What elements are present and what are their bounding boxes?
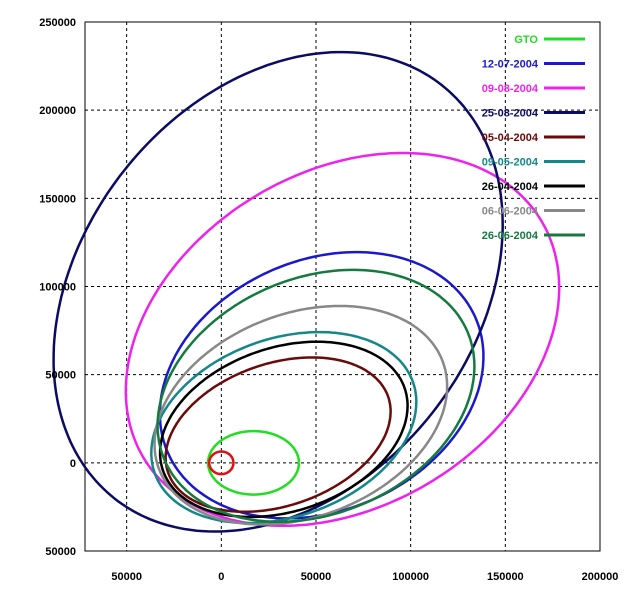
x-tick-label: 50000 — [301, 571, 332, 583]
legend-label: 26-06-2004 — [482, 230, 539, 242]
orbit-25-08-2004 — [52, 50, 504, 533]
tick-labels: 50000 0 50000 100000 150000 200000 50000 0 50000… — [39, 17, 618, 583]
x-tick-label: 100000 — [392, 571, 429, 583]
y-tick-label: 0 — [70, 458, 76, 470]
legend-label: 09-08-2004 — [482, 83, 539, 95]
legend-label: 26-04-2004 — [482, 181, 539, 193]
y-tick-label: 50000 — [45, 370, 76, 382]
y-tick-label: 200000 — [39, 105, 76, 117]
orbit-06-06-2004 — [153, 304, 449, 526]
y-tick-label: 50000 — [45, 546, 76, 558]
orbit-09-05-2004 — [150, 330, 418, 525]
legend: GTO 12-07-2004 09-08-2004 25-08-2004 05-04-2… — [482, 34, 585, 242]
legend-label: 09-05-2004 — [482, 157, 539, 169]
legend-label: GTO — [514, 34, 538, 46]
x-tick-label: 150000 — [487, 571, 524, 583]
orbit-26-04-2004 — [158, 340, 409, 519]
legend-label: 12-07-2004 — [482, 59, 539, 71]
legend-label: 05-04-2004 — [482, 132, 539, 144]
x-tick-label: 50000 — [111, 571, 142, 583]
orbit-26-06-2004 — [156, 268, 476, 524]
legend-label: 25-08-2004 — [482, 108, 539, 120]
y-tick-label: 250000 — [39, 17, 76, 29]
earth-circle — [207, 450, 235, 476]
orbit-12-07-2004 — [158, 250, 485, 520]
y-tick-label: 100000 — [39, 282, 76, 294]
orbit-curves — [52, 50, 561, 533]
orbit-05-04-2004 — [164, 356, 392, 514]
legend-label: 06-06-2004 — [482, 206, 539, 218]
x-tick-label: 0 — [218, 571, 224, 583]
x-tick-label: 200000 — [582, 571, 619, 583]
y-tick-label: 150000 — [39, 193, 76, 205]
